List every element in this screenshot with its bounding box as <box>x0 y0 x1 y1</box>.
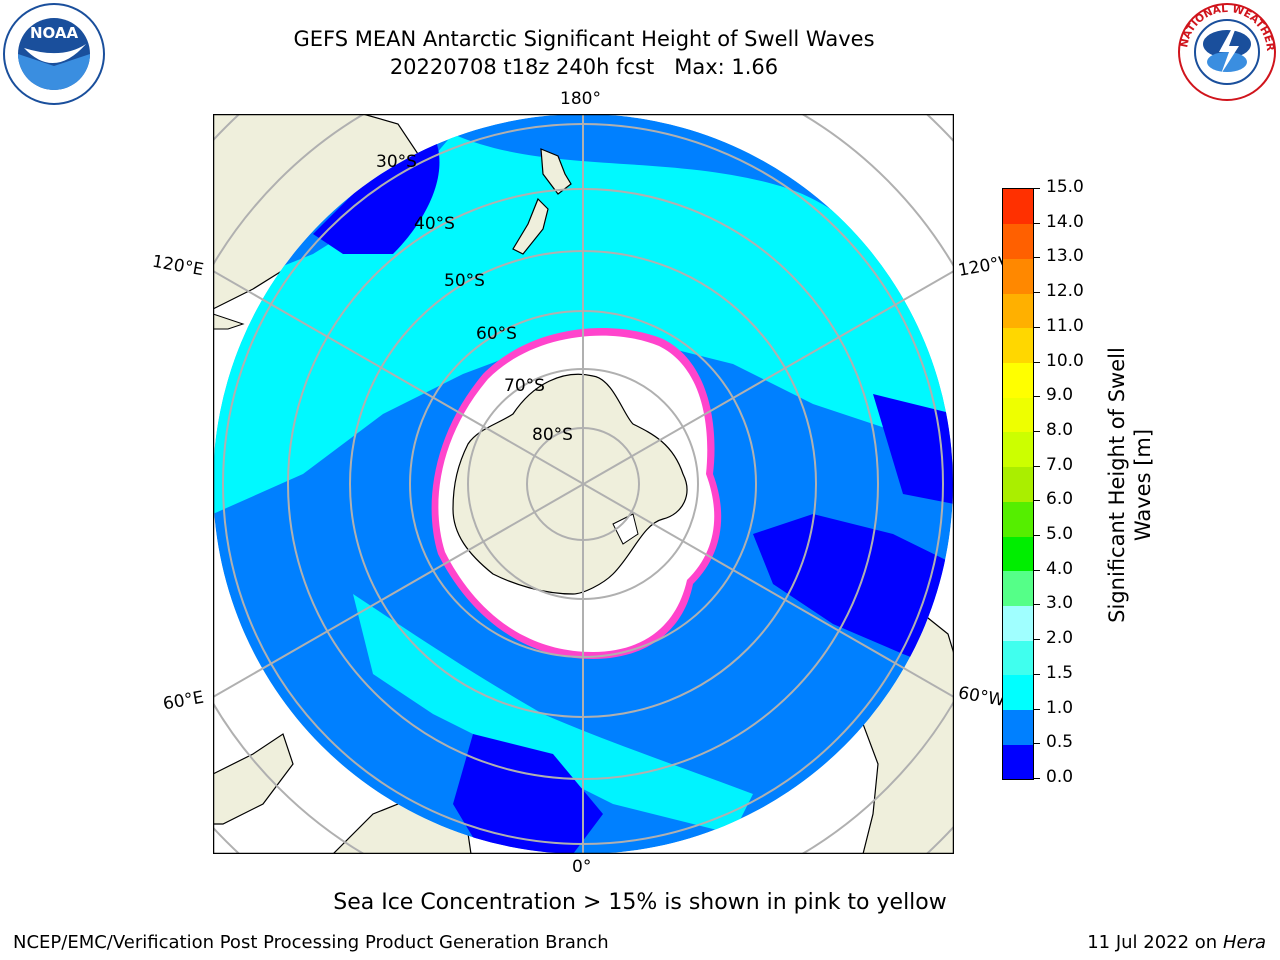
graticule <box>213 114 954 854</box>
colorbar-tick-mark <box>1034 465 1040 467</box>
colorbar-tick-mark <box>1034 778 1040 779</box>
colorbar-tick-mark <box>1034 292 1040 294</box>
colorbar-tick-label: 10.0 <box>1046 350 1084 371</box>
map-subtitle: 20220708 t18z 240h fcst Max: 1.66 <box>389 55 779 79</box>
colorbar-tick-label: 0.0 <box>1046 767 1074 787</box>
colorbar-tick-label: 11.0 <box>1046 315 1084 336</box>
colorbar-ticks: 0.0 0.5 1.0 1.5 2.0 3.0 4.0 5.0 6.0 7.0 8.0 9.0 10.0… <box>1034 177 1106 787</box>
colorbar-swatch <box>1003 258 1033 294</box>
footer-host: Hera <box>1222 932 1266 953</box>
footer-date-text: 11 Jul 2022 on <box>1087 932 1223 953</box>
colorbar-tick-mark <box>1034 743 1040 745</box>
colorbar-swatch <box>1003 501 1033 537</box>
lon-label-0: 0° <box>572 857 592 877</box>
colorbar-swatch <box>1003 189 1033 225</box>
colorbar-tick-label: 7.0 <box>1046 454 1074 475</box>
lat-label-60s: 60°S <box>476 324 517 344</box>
colorbar-label-line2: Waves [m] <box>1131 428 1155 542</box>
colorbar-tick-label: 8.0 <box>1046 419 1074 440</box>
colorbar-swatch <box>1003 397 1033 433</box>
colorbar-tick-label: 9.0 <box>1046 385 1074 406</box>
colorbar-swatch <box>1003 327 1033 364</box>
colorbar-tick-label: 1.0 <box>1046 697 1074 718</box>
colorbar-swatch <box>1003 744 1033 780</box>
colorbar-swatch <box>1003 431 1033 468</box>
colorbar-tick-label: 12.0 <box>1046 281 1084 302</box>
colorbar <box>1002 188 1034 780</box>
colorbar-tick-mark <box>1034 430 1040 432</box>
colorbar-tick-mark <box>1034 361 1040 363</box>
colorbar-tick-mark <box>1034 708 1040 710</box>
colorbar-tick-mark <box>1034 188 1040 189</box>
colorbar-tick-label: 15.0 <box>1046 177 1084 197</box>
colorbar-swatch <box>1003 640 1033 676</box>
colorbar-tick-label: 13.0 <box>1046 246 1084 267</box>
colorbar-tick-mark <box>1034 500 1040 502</box>
map-frame <box>212 113 955 855</box>
colorbar-tick-label: 5.0 <box>1046 524 1074 545</box>
lat-label-40s: 40°S <box>414 214 455 234</box>
colorbar-swatch <box>1003 223 1033 259</box>
colorbar-tick-mark <box>1034 569 1040 571</box>
lat-label-30s: 30°S <box>376 152 417 172</box>
colorbar-swatch <box>1003 674 1033 711</box>
footer-date: 11 Jul 2022 on Hera <box>1087 932 1266 953</box>
colorbar-tick-mark <box>1034 604 1040 606</box>
colorbar-tick-mark <box>1034 326 1040 328</box>
colorbar-swatch <box>1003 293 1033 329</box>
colorbar-swatch <box>1003 466 1033 502</box>
lat-label-70s: 70°S <box>504 376 545 396</box>
colorbar-tick-mark <box>1034 257 1040 259</box>
colorbar-tick-label: 4.0 <box>1046 558 1074 579</box>
lon-label-60w: 60°W <box>956 683 1007 711</box>
colorbar-label-line1: Significant Height of Swell <box>1105 347 1129 623</box>
colorbar-swatch <box>1003 709 1033 745</box>
lat-label-50s: 50°S <box>444 271 485 291</box>
colorbar-tick-label: 3.0 <box>1046 593 1074 614</box>
lon-label-60e: 60°E <box>161 687 206 715</box>
colorbar-tick-mark <box>1034 535 1040 537</box>
colorbar-tick-label: 6.0 <box>1046 489 1074 510</box>
footer-credit: NCEP/EMC/Verification Post Processing Pr… <box>13 932 609 953</box>
colorbar-swatch <box>1003 570 1033 606</box>
map-title: GEFS MEAN Antarctic Significant Height o… <box>293 27 875 51</box>
colorbar-tick-mark <box>1034 222 1040 224</box>
colorbar-tick-label: 0.5 <box>1046 732 1074 753</box>
new-zealand <box>512 148 572 255</box>
colorbar-tick-mark <box>1034 639 1040 641</box>
noaa-logo-text: NOAA <box>30 24 79 42</box>
noaa-logo: NOAA <box>2 0 106 108</box>
colorbar-tick-label: 1.5 <box>1046 662 1074 683</box>
polar-map <box>212 113 955 855</box>
lat-label-80s: 80°S <box>532 425 573 445</box>
lon-label-180: 180° <box>560 89 601 109</box>
colorbar-tick-mark <box>1034 673 1040 675</box>
colorbar-tick-mark <box>1034 396 1040 398</box>
colorbar-tick-label: 2.0 <box>1046 628 1074 649</box>
colorbar-swatch <box>1003 536 1033 572</box>
lon-label-120e: 120°E <box>150 251 206 281</box>
sea-ice-caption: Sea Ice Concentration > 15% is shown in … <box>333 890 947 915</box>
colorbar-tick-label: 14.0 <box>1046 211 1084 232</box>
nws-logo: NATIONAL WEATHER SERVICE <box>1171 0 1279 104</box>
colorbar-swatch <box>1003 362 1033 398</box>
colorbar-swatch <box>1003 605 1033 641</box>
